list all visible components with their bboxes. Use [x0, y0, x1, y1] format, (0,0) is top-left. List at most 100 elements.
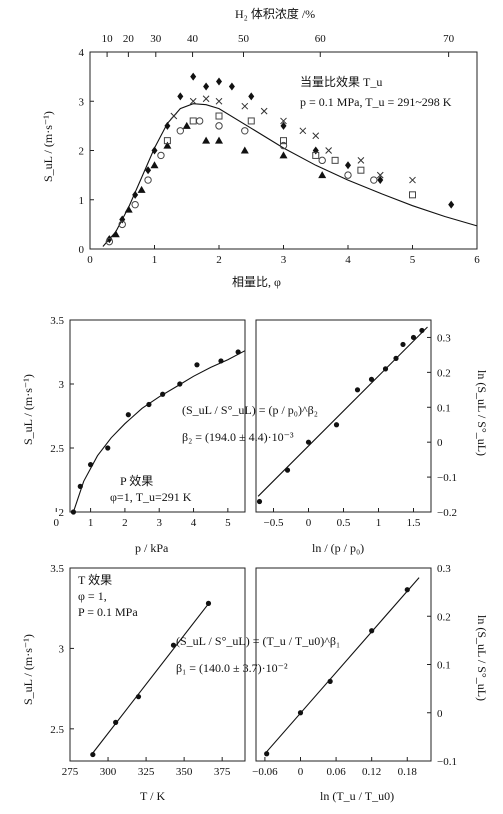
data-point — [256, 498, 263, 505]
data-point — [284, 467, 291, 473]
data-point — [205, 600, 212, 606]
data-point — [160, 391, 166, 397]
data-point-cross — [409, 176, 416, 184]
x-axis-label: ln (T_u / T_u0) — [320, 789, 394, 803]
data-point-diamond — [216, 77, 222, 86]
data-point-diamond — [448, 200, 455, 209]
data-point-cross — [357, 156, 365, 164]
data-point — [135, 694, 142, 700]
data-point-square — [163, 137, 171, 145]
data-point-square — [312, 151, 320, 159]
x-tick-label: 375 — [214, 766, 231, 778]
data-point-cross — [170, 112, 178, 120]
data-point-diamond — [177, 92, 184, 101]
x-axis-label: 相量比, φ — [232, 275, 281, 289]
y-tick-label: 0.1 — [437, 660, 451, 672]
x-tick-label: −0.06 — [252, 766, 278, 778]
y-tick-label: 2 — [59, 507, 65, 519]
data-point-cross — [215, 97, 223, 105]
data-point — [404, 587, 410, 593]
x-tick-label: 275 — [62, 766, 79, 778]
data-point-triangle — [202, 136, 211, 144]
data-point — [333, 422, 340, 428]
data-point — [264, 751, 270, 757]
annotation-title: 当量比效果 T_u — [300, 74, 382, 89]
data-point-diamond — [106, 235, 113, 244]
plot-frame — [69, 567, 246, 762]
x-tick-label: 4 — [191, 517, 197, 529]
y-tick-label: 0 — [79, 244, 85, 256]
data-point — [327, 678, 333, 684]
y-tick-label: 1 — [79, 195, 85, 207]
y-axis-label: S_uL / (m·s⁻¹) — [21, 634, 35, 705]
y-tick-label: −0.2 — [437, 507, 457, 519]
data-point-triangle — [318, 171, 327, 179]
data-point — [146, 401, 152, 408]
y-tick-label: 0.3 — [437, 332, 451, 344]
x-tick-label: 1.5 — [407, 517, 421, 529]
annotation-condition-phi: φ = 1, — [78, 589, 107, 603]
data-point-cross — [280, 117, 287, 125]
x-tick-label: 300 — [100, 766, 117, 778]
data-point — [218, 358, 224, 364]
data-point-diamond — [190, 72, 197, 81]
data-point-cross — [241, 102, 249, 110]
y-tick-label: 3 — [59, 379, 65, 391]
data-point — [354, 387, 361, 393]
data-point — [382, 366, 389, 372]
data-point-cross — [189, 97, 197, 105]
chart-log-pressure: ln / (p / p₀) ln (S_uL / S°_uL) (S_uL / … — [182, 319, 489, 555]
top-tick-label: 40 — [187, 33, 199, 45]
x-tick-label: −0.5 — [264, 517, 284, 529]
equation: (S_uL / S°_uL) = (p / p₀)^β₂ — [182, 403, 318, 417]
data-point-cross — [299, 127, 307, 135]
data-point — [410, 334, 417, 341]
data-point-diamond — [280, 121, 287, 130]
annotation-condition-pressure: P = 0.1 MPa — [78, 605, 138, 619]
data-point-square — [215, 112, 223, 120]
top-tick-label: 70 — [443, 33, 455, 45]
equation: (S_uL / S°_uL) = (T_u / T_u0)^β₁ — [176, 634, 340, 648]
x-axis-label: T / K — [140, 789, 165, 803]
x-tick-label: 0 — [298, 766, 304, 778]
chart-pressure-effect: p / kPa S_uL / (m·s⁻¹) P 效果 φ=1, T_u=291… — [21, 315, 246, 555]
x-axis-label: p / kPa — [135, 541, 169, 555]
data-point-diamond — [151, 146, 158, 155]
top-tick-label: 50 — [238, 33, 250, 45]
data-point-diamond — [203, 82, 210, 91]
y-axis-label: ln (S_uL / S°_uL) — [475, 370, 489, 456]
data-point — [170, 642, 177, 648]
beta-value: β₁ = (140.0 ± 3.7)·10⁻² — [176, 661, 288, 675]
data-point — [125, 412, 131, 418]
x-tick-label: 4 — [345, 254, 351, 266]
y-axis-label: ln (S_uL / S°_uL) — [475, 615, 489, 701]
data-point-circle — [176, 127, 185, 135]
top-tick-label: 30 — [150, 33, 162, 45]
data-point-cross — [260, 107, 268, 115]
data-point — [368, 376, 375, 382]
x-tick-label: 1 — [88, 517, 94, 529]
x-tick-label: 325 — [138, 766, 155, 778]
y-tick-label: 3 — [79, 96, 85, 108]
data-point-square — [409, 191, 416, 199]
data-point-square — [247, 117, 255, 125]
data-point — [393, 355, 399, 361]
data-point-circle — [157, 151, 165, 160]
beta-value: β₂ = (194.0 ± 4.4)·10⁻³ — [182, 430, 294, 444]
y-axis-label: S_uL / (m·s⁻¹) — [41, 111, 55, 182]
data-point — [305, 439, 312, 445]
data-point-triangle — [111, 230, 120, 238]
chart-equivalence-ratio: H₂ 体积浓度 /% 相量比, φ S_uL / (m·s⁻¹) 当量比效果 T… — [41, 6, 480, 289]
y-tick-label: 0 — [437, 437, 443, 449]
data-point-diamond — [377, 176, 384, 185]
data-point-circle — [118, 220, 126, 229]
data-point — [87, 462, 94, 468]
plot-frame — [69, 319, 246, 513]
data-point-cross — [376, 171, 384, 179]
y-tick-label: 2 — [79, 146, 85, 158]
data-point — [419, 327, 425, 334]
data-point-diamond — [248, 92, 255, 101]
x-tick-label: 5 — [410, 254, 416, 266]
model-curve — [102, 103, 478, 247]
